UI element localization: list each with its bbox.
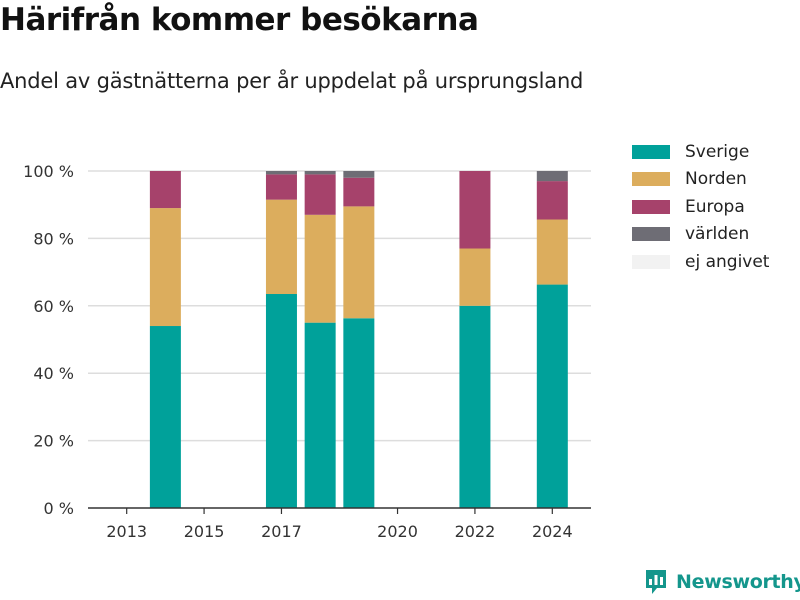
legend-item-europa[interactable]: Europa	[632, 193, 800, 221]
chart-legend: Sverige Norden Europa världen ej angivet	[632, 138, 800, 276]
brand-name: Newsworthy	[676, 571, 800, 593]
bar-segment-norden	[304, 214, 336, 323]
bar-segment-sverige	[149, 326, 181, 508]
bar-segment-norden	[459, 248, 491, 306]
bar-segment-norden	[536, 219, 568, 285]
bar-segment-europa	[459, 171, 491, 249]
bar-segment-sverige	[343, 318, 375, 508]
bar-segment-norden	[265, 199, 297, 295]
chart-subtitle: Andel av gästnätterna per år uppdelat på…	[0, 69, 584, 93]
bar-segment-v-rlden	[343, 171, 375, 178]
x-tick-label: 2015	[184, 522, 225, 541]
y-tick-label: 60 %	[33, 297, 74, 316]
x-tick-label: 2020	[377, 522, 418, 541]
legend-label: Sverige	[685, 141, 750, 162]
bar-segment-europa	[343, 177, 375, 207]
legend-item-sverige[interactable]: Sverige	[632, 138, 800, 166]
legend-label: Norden	[685, 169, 747, 190]
legend-swatch	[632, 199, 670, 214]
bar-segment-europa	[149, 171, 181, 209]
bar-segment-sverige	[304, 322, 336, 508]
y-tick-label: 20 %	[33, 432, 74, 451]
bar-segment-sverige	[265, 294, 297, 508]
bar-segment-v-rlden	[265, 171, 297, 175]
y-tick-label: 0 %	[44, 499, 74, 518]
bar-segment-europa	[536, 181, 568, 220]
legend-swatch	[632, 144, 670, 159]
legend-label: ej angivet	[685, 251, 770, 272]
bar-segment-norden	[343, 206, 375, 319]
legend-swatch	[632, 172, 670, 187]
legend-item-varlden[interactable]: världen	[632, 221, 800, 249]
bar-segment-v-rlden	[536, 171, 568, 182]
x-tick-label: 2024	[532, 522, 573, 541]
bar-segment-sverige	[459, 305, 491, 508]
bar-segment-sverige	[536, 284, 568, 508]
x-tick-label: 2022	[455, 522, 496, 541]
x-tick-label: 2017	[261, 522, 302, 541]
legend-item-ej-angivet[interactable]: ej angivet	[632, 248, 800, 276]
y-tick-label: 100 %	[23, 162, 74, 181]
bar-segment-europa	[265, 174, 297, 200]
bar-segment-v-rlden	[304, 171, 336, 175]
chart-title: Härifrån kommer besökarna	[0, 2, 479, 38]
legend-label: världen	[685, 224, 750, 245]
bar-segment-europa	[304, 174, 336, 215]
y-tick-label: 80 %	[33, 229, 74, 248]
stacked-bar-chart: 0 % 20 % 40 % 60 % 80 % 100 % 2013 2015 2017 2020…	[23, 162, 591, 541]
x-tick-label: 2013	[106, 522, 147, 541]
legend-swatch	[632, 227, 670, 242]
y-tick-label: 40 %	[33, 364, 74, 383]
legend-swatch	[632, 254, 670, 269]
legend-label: Europa	[685, 196, 745, 217]
bar-segment-norden	[149, 208, 181, 327]
legend-item-norden[interactable]: Norden	[632, 166, 800, 194]
newsworthy-logo-icon	[646, 570, 666, 594]
newsworthy-brand[interactable]: Newsworthy	[644, 568, 800, 596]
